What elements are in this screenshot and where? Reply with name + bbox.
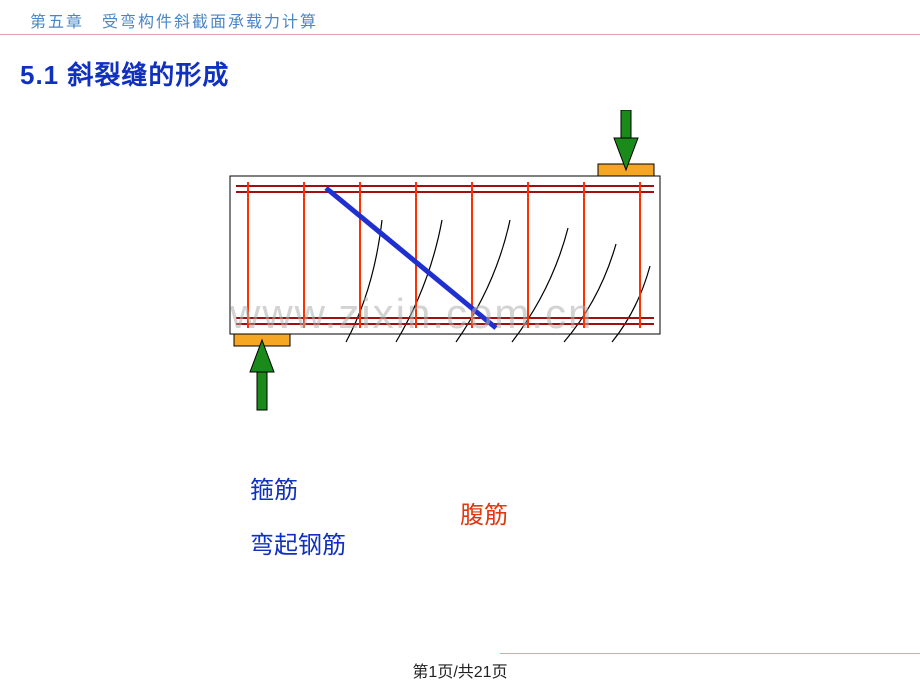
header-rule — [0, 34, 920, 35]
label-stirrup: 箍筋 — [250, 470, 298, 505]
page-current: 1 — [428, 664, 437, 681]
page-mid: 页/共 — [437, 664, 473, 681]
page-prefix: 第 — [412, 664, 428, 681]
page-suffix: 页 — [492, 664, 508, 681]
beam-diagram — [200, 110, 690, 420]
label-web-bar: 腹筋 — [460, 495, 508, 530]
footer-rule — [500, 653, 920, 654]
section-title: 5.1 斜裂缝的形成 — [20, 55, 229, 92]
page-number: 第1页/共21页 — [0, 658, 920, 682]
chapter-header: 第五章 受弯构件斜截面承载力计算 — [30, 8, 318, 32]
label-bent-bar: 弯起钢筋 — [250, 525, 346, 560]
page-total: 21 — [474, 664, 492, 681]
